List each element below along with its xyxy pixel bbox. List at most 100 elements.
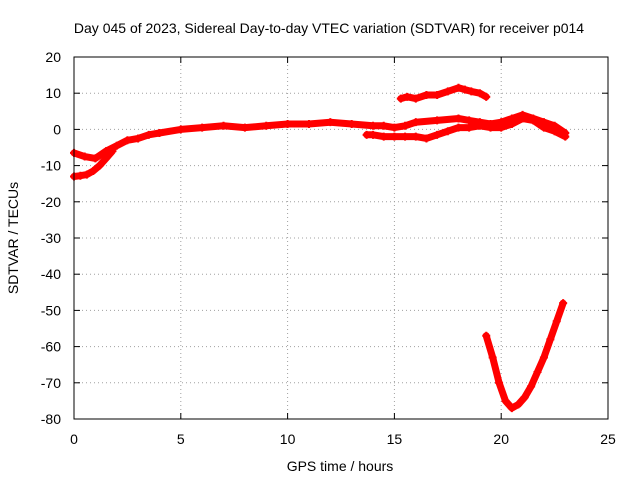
data-point [379, 132, 388, 141]
data-point [433, 91, 442, 100]
x-tick-label: 15 [387, 431, 403, 447]
y-tick-label: -60 [41, 339, 61, 355]
data-point [539, 353, 548, 362]
data-point [390, 132, 399, 141]
data-point [552, 317, 561, 326]
x-tick-label: 0 [70, 431, 78, 447]
y-tick-label: 20 [45, 49, 61, 65]
data-point [501, 396, 510, 405]
data-point [403, 92, 412, 101]
x-tick-label: 5 [177, 431, 185, 447]
data-marks [70, 83, 570, 413]
data-point [518, 114, 527, 123]
data-point [112, 141, 121, 150]
data-point [488, 353, 497, 362]
data-point [379, 121, 388, 130]
data-point [433, 116, 442, 125]
data-point [390, 123, 399, 132]
data-point [91, 154, 100, 163]
data-point [497, 123, 506, 132]
data-point [411, 94, 420, 103]
data-point [467, 87, 476, 96]
data-point [108, 147, 117, 156]
series-upper-track [396, 83, 491, 103]
y-tick-label: -20 [41, 194, 61, 210]
data-point [240, 123, 249, 132]
data-point [422, 91, 431, 100]
y-tick-label: -40 [41, 266, 61, 282]
data-point [454, 114, 463, 123]
data-point [433, 130, 442, 139]
y-tick-label: 0 [53, 121, 61, 137]
data-point [283, 119, 292, 128]
data-point [396, 94, 405, 103]
data-point [422, 134, 431, 143]
tick-marks [73, 56, 609, 420]
data-point [465, 116, 474, 125]
data-point [475, 121, 484, 130]
y-tick-label: 10 [45, 85, 61, 101]
series-dip-track [482, 299, 568, 413]
data-point [176, 125, 185, 134]
data-point [527, 382, 536, 391]
y-tick-label: -10 [41, 158, 61, 174]
data-point [460, 85, 469, 94]
data-point [529, 116, 538, 125]
series-lower-start-track [70, 147, 117, 181]
data-point [507, 119, 516, 128]
data-point [304, 119, 313, 128]
y-tick-label: -70 [41, 375, 61, 391]
data-point [134, 134, 143, 143]
x-tick-label: 20 [493, 431, 509, 447]
data-point [443, 87, 452, 96]
y-axis-label: SDTVAR / TECUs [5, 182, 21, 294]
data-point [401, 121, 410, 130]
data-point [465, 123, 474, 132]
data-point [514, 400, 523, 409]
data-point [482, 331, 491, 340]
y-tick-label: -80 [41, 411, 61, 427]
data-point [411, 132, 420, 141]
data-point [369, 121, 378, 130]
data-point [198, 123, 207, 132]
data-point [482, 92, 491, 101]
data-point [411, 118, 420, 127]
y-tick-label: -50 [41, 302, 61, 318]
data-point [475, 89, 484, 98]
data-point [559, 299, 568, 308]
x-axis-label: GPS time / hours [287, 458, 394, 474]
data-point [326, 118, 335, 127]
data-point [561, 132, 570, 141]
data-point [76, 171, 85, 180]
y-tick-labels: 20 10 0 -10 -20 -30 -40 -50 -60 -70 -80 [41, 49, 61, 427]
data-point [486, 123, 495, 132]
data-point [80, 152, 89, 161]
data-point [95, 161, 104, 170]
data-point [144, 130, 153, 139]
data-point [347, 119, 356, 128]
data-point [454, 123, 463, 132]
data-point [369, 130, 378, 139]
data-point [401, 132, 410, 141]
data-point [155, 129, 164, 138]
grid [74, 57, 608, 419]
data-point [520, 393, 529, 402]
y-tick-label: -30 [41, 230, 61, 246]
chart-title: Day 045 of 2023, Sidereal Day-to-day VTE… [74, 20, 584, 36]
series-lower-middle-track [362, 114, 570, 143]
data-point [454, 83, 463, 92]
data-point [89, 167, 98, 176]
x-tick-label: 25 [600, 431, 616, 447]
data-point [533, 367, 542, 376]
data-point [550, 127, 559, 136]
data-point [539, 123, 548, 132]
data-point [443, 127, 452, 136]
data-point [507, 404, 516, 413]
data-point [219, 121, 228, 130]
x-tick-label: 10 [280, 431, 296, 447]
data-point [546, 335, 555, 344]
data-point [82, 170, 91, 179]
data-point [123, 136, 132, 145]
